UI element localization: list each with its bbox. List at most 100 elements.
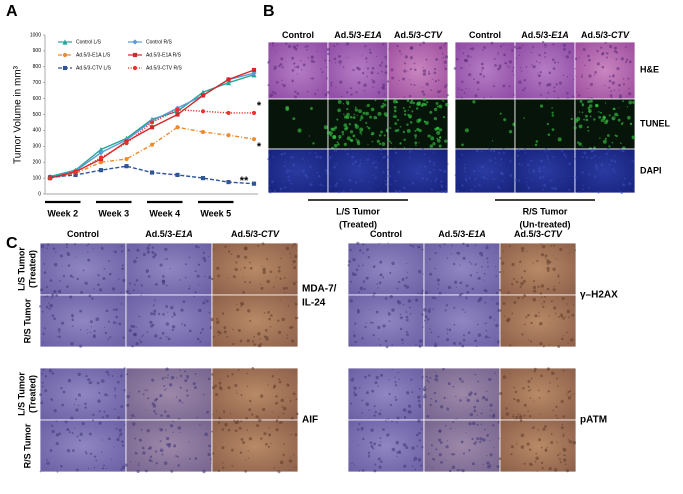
texture [610,96,613,99]
texture [292,45,297,49]
texture [155,283,158,286]
texture [567,390,570,394]
texture [544,46,546,49]
texture [399,327,403,331]
texture [495,275,498,278]
texture [291,245,294,248]
texture [364,376,366,378]
texture [222,462,224,464]
texture [98,391,101,394]
texture [66,448,71,453]
texture [275,80,279,84]
texture [358,109,362,114]
texture [425,58,428,61]
texture [68,431,71,434]
texture [568,252,570,254]
texture [280,152,284,156]
texture [594,149,597,151]
texture [438,168,442,172]
texture [263,335,267,339]
texture [114,390,116,392]
texture [582,47,586,52]
texture [151,460,153,463]
texture [602,116,606,120]
texture [73,243,77,246]
texture [507,291,510,294]
texture [296,281,298,283]
texture [451,453,454,456]
texture [376,139,380,143]
texture [281,317,286,322]
point [251,137,257,142]
texture [293,95,298,99]
texture [422,97,427,102]
texture [285,161,287,163]
texture [358,164,361,168]
texture [261,242,265,246]
texture [499,270,502,274]
texture [397,118,400,121]
x-group-label: Week 3 [98,208,129,218]
texture [41,381,44,384]
y-tick-label: 300 [33,144,42,150]
texture [397,170,401,174]
texture [173,444,177,448]
texture [411,391,414,394]
texture [251,413,254,416]
texture [462,242,465,245]
texture [550,261,552,263]
texture [463,334,465,337]
texture [282,453,285,456]
texture [130,417,133,420]
texture [355,268,359,272]
texture [446,257,449,260]
texture [416,445,418,447]
texture [394,398,398,402]
texture [369,48,371,51]
texture [370,321,373,324]
texture [581,111,584,114]
texture [377,91,381,94]
texture [353,393,358,397]
texture [487,178,489,180]
texture [444,139,448,143]
texture [550,433,553,435]
texture [56,471,59,473]
texture [567,343,569,345]
texture [567,396,572,400]
texture [382,171,385,174]
texture [544,257,547,260]
texture [600,46,603,49]
texture [524,151,527,154]
texture [481,66,485,70]
texture [135,256,138,259]
texture [503,315,506,318]
texture [351,162,355,166]
texture [121,444,125,447]
texture [136,326,138,328]
texture [204,276,206,278]
texture [556,441,558,443]
texture [546,122,550,126]
texture [429,376,432,380]
texture [186,375,189,378]
texture [368,181,370,183]
texture [523,78,527,82]
texture [121,264,124,267]
texture [583,151,587,155]
texture [512,66,515,69]
texture [103,267,106,270]
texture [279,277,282,280]
texture [566,92,569,95]
texture [443,243,446,245]
texture [252,341,254,344]
texture [175,455,178,457]
texture [247,457,250,459]
texture [609,44,613,49]
texture [499,163,502,166]
texture [111,375,114,377]
texture [355,91,358,94]
texture [432,151,435,153]
texture [44,389,48,393]
texture [548,260,552,264]
